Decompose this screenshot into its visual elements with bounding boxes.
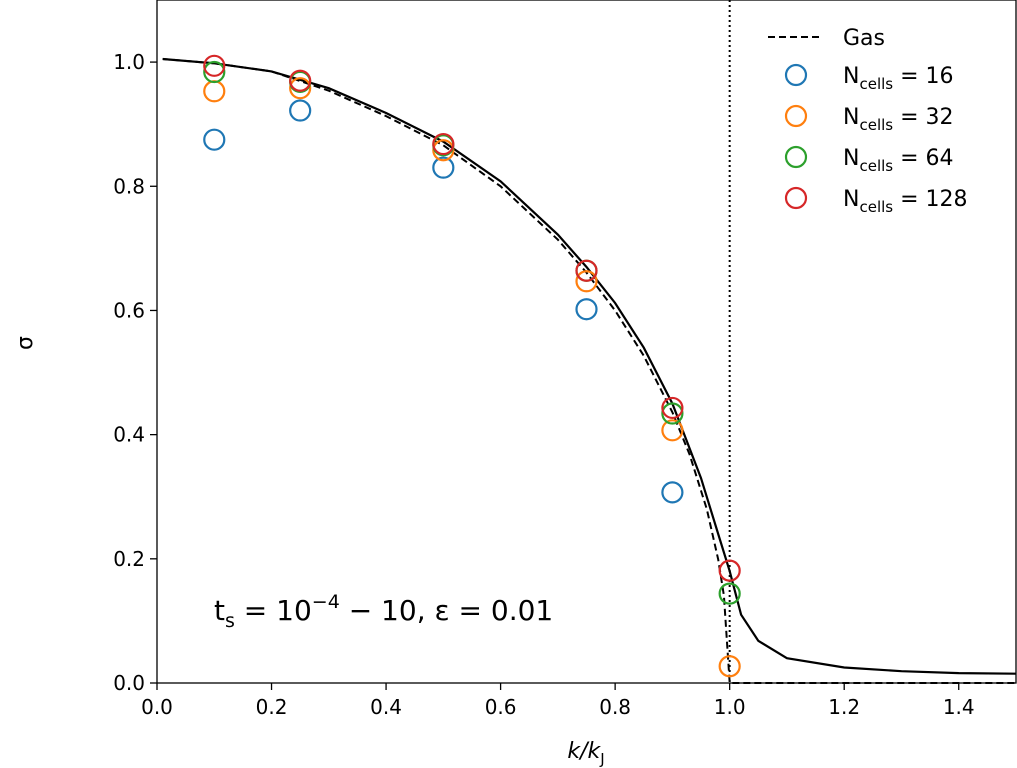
point-ncells128 — [432, 132, 455, 156]
legend-label-16-n: N — [843, 64, 859, 89]
x-tick-label: 1.0 — [714, 695, 746, 719]
x-tick-label: 0.8 — [599, 695, 631, 719]
legend-label-16: Ncells = 16 — [843, 64, 954, 93]
point-ncells32 — [432, 139, 455, 162]
legend-marker-32 — [784, 104, 808, 128]
y-axis-ticks: 0.0 0.2 0.4 0.6 0.8 1.0 — [113, 50, 157, 695]
x-axis-ticks: 0.0 0.2 0.4 0.6 0.8 1.0 1.2 1.4 — [141, 683, 975, 719]
point-ncells32 — [289, 77, 312, 100]
data-points — [203, 54, 741, 678]
legend-label-64-sub: cells — [859, 157, 893, 175]
point-ncells64 — [203, 60, 226, 84]
legend-label-64-n: N — [843, 146, 859, 171]
point-ncells128 — [661, 396, 684, 420]
legend-label-128-n: N — [843, 187, 859, 212]
legend-label-32-n: N — [843, 105, 859, 130]
legend-label-64-value: = 64 — [893, 146, 953, 171]
point-ncells16 — [432, 156, 455, 179]
point-ncells32 — [718, 655, 741, 678]
y-tick-label: 0.8 — [113, 174, 145, 198]
legend-label-32-sub: cells — [859, 116, 893, 134]
legend-label-32-value: = 32 — [893, 105, 953, 130]
x-tick-label: 1.2 — [828, 695, 860, 719]
x-axis-label: k/kJ — [567, 739, 604, 768]
legend-marker-16 — [784, 63, 808, 87]
point-ncells16 — [575, 298, 598, 321]
legend-label-32: Ncells = 32 — [843, 105, 954, 134]
x-tick-label: 0.0 — [141, 695, 173, 719]
point-ncells16 — [661, 481, 684, 504]
point-ncells128 — [575, 259, 598, 282]
point-ncells128 — [718, 559, 741, 582]
legend-label-128-sub: cells — [859, 198, 893, 216]
x-tick-label: 0.2 — [256, 695, 288, 719]
x-tick-label: 1.4 — [943, 695, 975, 719]
point-ncells32 — [203, 80, 226, 103]
x-axis-label-main: k/k — [567, 739, 601, 764]
legend-label-16-sub: cells — [859, 75, 893, 93]
x-tick-label: 0.4 — [370, 695, 402, 719]
y-tick-label: 0.4 — [113, 423, 145, 447]
point-ncells128 — [203, 54, 226, 77]
annotation-eq: = 10 — [235, 594, 312, 627]
legend-label-64: Ncells = 64 — [843, 146, 954, 175]
legend-label-128-value: = 128 — [893, 187, 967, 212]
y-tick-label: 1.0 — [113, 50, 145, 74]
y-tick-label: 0.6 — [113, 298, 145, 322]
legend-label-128: Ncells = 128 — [843, 187, 968, 216]
plot-frame — [156, 0, 1017, 684]
point-ncells32 — [575, 270, 598, 293]
point-ncells16 — [289, 99, 312, 122]
point-ncells16 — [203, 128, 226, 151]
point-ncells64 — [718, 582, 741, 605]
point-ncells128 — [289, 69, 312, 92]
legend-label-16-value: = 16 — [893, 64, 953, 89]
annotation-t-sub: s — [225, 610, 235, 632]
legend-marker-128 — [784, 186, 808, 210]
y-axis-label: σ — [13, 336, 38, 350]
y-tick-label: 0.2 — [113, 547, 145, 571]
legend-gas-label: Gas — [843, 26, 885, 51]
gas-curve — [162, 58, 1016, 684]
annotation: ts = 10−4 − 10, ε = 0.01 — [214, 591, 553, 632]
annotation-range: − 10, ε = 0.01 — [340, 594, 553, 627]
annotation-exp: −4 — [312, 591, 340, 613]
x-axis-label-sub: J — [599, 750, 604, 768]
annotation-t: t — [214, 594, 225, 627]
x-tick-label: 0.6 — [485, 695, 517, 719]
point-ncells32 — [661, 419, 684, 442]
curves — [162, 0, 1017, 684]
y-tick-label: 0.0 — [113, 671, 145, 695]
legend: Gas Ncells = 16 Ncells = 32 Ncells = 64 … — [768, 26, 968, 216]
model-curve — [162, 57, 1017, 675]
point-ncells64 — [661, 402, 684, 425]
legend-marker-64 — [784, 145, 808, 169]
